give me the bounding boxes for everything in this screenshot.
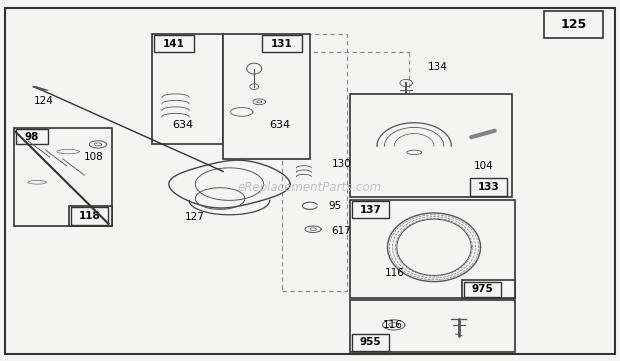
- Text: 116: 116: [383, 320, 403, 330]
- Text: 634: 634: [270, 119, 291, 130]
- Bar: [350, 200, 515, 298]
- Bar: [152, 34, 223, 144]
- Text: 98: 98: [24, 132, 39, 142]
- Text: 127: 127: [185, 212, 205, 222]
- Bar: [14, 128, 112, 226]
- Bar: [350, 300, 515, 352]
- Bar: [154, 35, 194, 52]
- Bar: [462, 280, 515, 298]
- Text: 125: 125: [560, 18, 587, 31]
- Text: 104: 104: [474, 161, 494, 171]
- Text: 95: 95: [329, 201, 342, 212]
- Bar: [352, 201, 389, 218]
- Text: 133: 133: [477, 182, 500, 192]
- Bar: [470, 178, 507, 196]
- Text: 131: 131: [271, 39, 293, 49]
- Bar: [350, 94, 512, 197]
- Bar: [352, 334, 389, 351]
- Bar: [69, 206, 112, 226]
- Bar: [223, 34, 310, 159]
- Text: 130: 130: [332, 159, 352, 169]
- Bar: [16, 129, 48, 144]
- Text: eReplacementParts.com: eReplacementParts.com: [238, 181, 382, 194]
- Text: 134: 134: [428, 62, 448, 72]
- Bar: [71, 207, 108, 225]
- Text: 124: 124: [34, 96, 54, 106]
- Text: 617: 617: [332, 226, 352, 236]
- Text: 975: 975: [471, 284, 494, 294]
- Bar: [262, 35, 302, 52]
- Bar: [464, 282, 501, 297]
- Text: 108: 108: [84, 152, 104, 162]
- Text: 118: 118: [79, 211, 101, 221]
- Text: 634: 634: [172, 119, 193, 130]
- Text: 955: 955: [360, 337, 381, 347]
- Bar: [282, 34, 347, 291]
- Text: 137: 137: [360, 205, 382, 215]
- Text: 141: 141: [163, 39, 185, 49]
- Text: 116: 116: [384, 268, 404, 278]
- Bar: [544, 11, 603, 38]
